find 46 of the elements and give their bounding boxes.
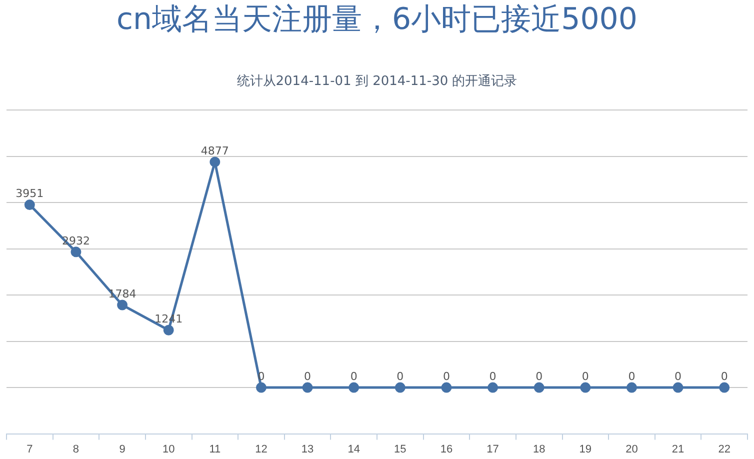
data-label: 0 (304, 370, 312, 383)
point (394, 382, 406, 393)
x-tick-label: 7 (26, 443, 33, 456)
x-tick-label: 19 (579, 443, 592, 456)
point (210, 156, 220, 168)
x-tick-label: 20 (626, 443, 638, 456)
data-label: 0 (489, 370, 496, 383)
data-label: 0 (536, 370, 543, 383)
point (302, 382, 313, 393)
point (580, 382, 591, 393)
point (348, 382, 360, 393)
chart-title: cn域名当天注册量，6小时已接近5000 (116, 1, 638, 39)
data-label: 0 (674, 370, 682, 383)
data-label: 0 (442, 370, 450, 383)
point (70, 246, 82, 258)
x-tick-label: 17 (486, 443, 499, 456)
x-tick-label: 15 (394, 443, 406, 456)
data-label: 3951 (16, 187, 44, 200)
point (534, 382, 544, 393)
x-tick-label: 18 (532, 443, 546, 456)
x-tick-label: 9 (119, 443, 126, 456)
data-label: 0 (582, 370, 589, 383)
point (256, 382, 266, 393)
point (163, 324, 174, 336)
x-tick-label: 21 (672, 443, 684, 456)
x-tick-label: 14 (348, 443, 360, 456)
x-tick-label: 13 (301, 443, 314, 456)
data-label: 0 (350, 370, 358, 383)
x-tick-label: 11 (209, 443, 221, 456)
x-tick-label: 22 (718, 443, 730, 456)
x-tick-label: 12 (255, 443, 268, 456)
point (441, 382, 452, 393)
x-tick-label: 8 (72, 443, 80, 456)
point (672, 382, 684, 393)
data-label: 0 (396, 370, 404, 383)
chart-subtitle: 统计从2014-11-01 到 2014-11-30 的开通记录 (236, 73, 518, 90)
point (488, 382, 498, 393)
point (24, 200, 35, 210)
x-tick-label: 16 (440, 443, 453, 456)
data-label: 4877 (200, 144, 229, 158)
point (719, 382, 730, 393)
data-label: 0 (720, 370, 728, 383)
point (626, 382, 637, 393)
point (117, 300, 128, 310)
x-tick-label: 10 (162, 443, 175, 456)
data-label: 0 (628, 370, 636, 383)
